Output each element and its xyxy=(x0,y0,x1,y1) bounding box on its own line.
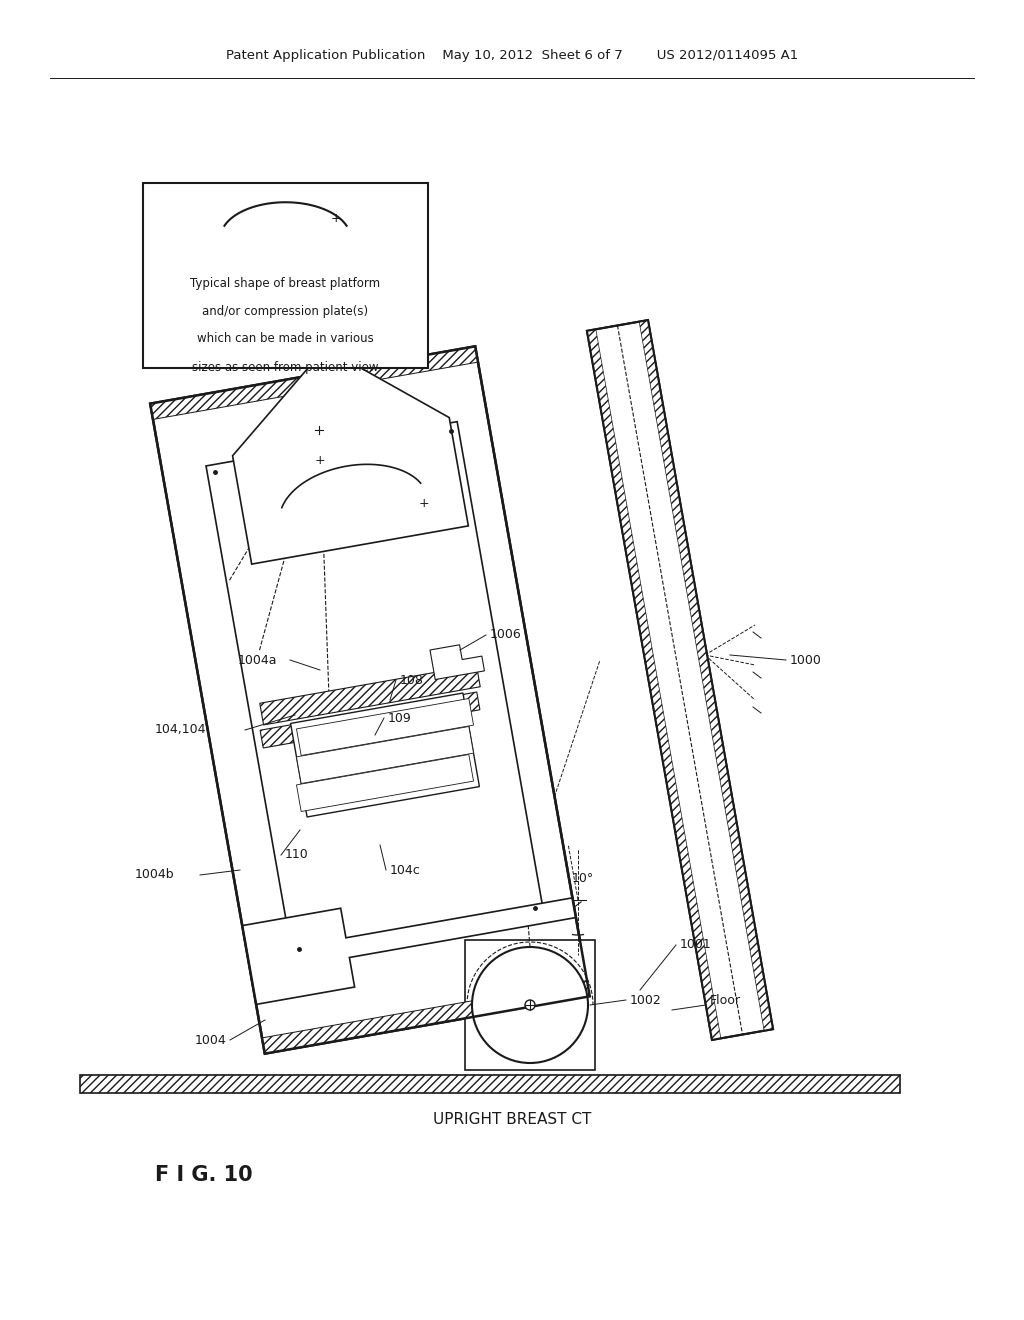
Text: 1002: 1002 xyxy=(630,994,662,1006)
Polygon shape xyxy=(80,1074,900,1093)
Polygon shape xyxy=(260,692,480,748)
Text: 110: 110 xyxy=(285,849,309,862)
Text: which can be made in various: which can be made in various xyxy=(198,333,374,346)
Polygon shape xyxy=(206,421,544,958)
Polygon shape xyxy=(430,644,484,680)
Polygon shape xyxy=(260,665,480,725)
Circle shape xyxy=(472,946,588,1063)
Text: 1004: 1004 xyxy=(195,1034,226,1047)
Text: 1004b: 1004b xyxy=(135,869,175,882)
Polygon shape xyxy=(262,981,590,1053)
Bar xyxy=(143,183,428,368)
Text: Floor: Floor xyxy=(710,994,741,1006)
Polygon shape xyxy=(232,348,468,564)
Polygon shape xyxy=(587,329,721,1040)
Polygon shape xyxy=(297,755,473,812)
Polygon shape xyxy=(151,346,590,1053)
Text: sizes as seen from patient view: sizes as seen from patient view xyxy=(193,360,379,374)
Text: 1001: 1001 xyxy=(680,939,712,952)
Polygon shape xyxy=(297,698,473,755)
Text: 10°: 10° xyxy=(572,871,594,884)
Polygon shape xyxy=(587,319,773,1040)
Polygon shape xyxy=(151,346,478,420)
Text: 1006: 1006 xyxy=(490,628,522,642)
Text: +: + xyxy=(314,454,325,467)
Text: Patent Application Publication    May 10, 2012  Sheet 6 of 7        US 2012/0114: Patent Application Publication May 10, 2… xyxy=(226,49,798,62)
Circle shape xyxy=(525,1001,535,1010)
Text: 1000: 1000 xyxy=(790,653,822,667)
Text: Typical shape of breast platform: Typical shape of breast platform xyxy=(190,276,381,289)
Text: F I G. 10: F I G. 10 xyxy=(155,1166,253,1185)
Text: +: + xyxy=(330,211,341,224)
Polygon shape xyxy=(297,726,473,784)
Text: UPRIGHT BREAST CT: UPRIGHT BREAST CT xyxy=(433,1113,591,1127)
Polygon shape xyxy=(639,319,773,1031)
Polygon shape xyxy=(243,898,575,1005)
Text: 1004a: 1004a xyxy=(238,653,278,667)
Polygon shape xyxy=(291,693,479,817)
Polygon shape xyxy=(465,940,595,1071)
Text: +: + xyxy=(419,496,429,510)
Text: 109: 109 xyxy=(388,711,412,725)
Text: 108: 108 xyxy=(400,673,424,686)
Text: 104c: 104c xyxy=(390,863,421,876)
Text: and/or compression plate(s): and/or compression plate(s) xyxy=(203,305,369,318)
Text: 104,104': 104,104' xyxy=(155,723,210,737)
